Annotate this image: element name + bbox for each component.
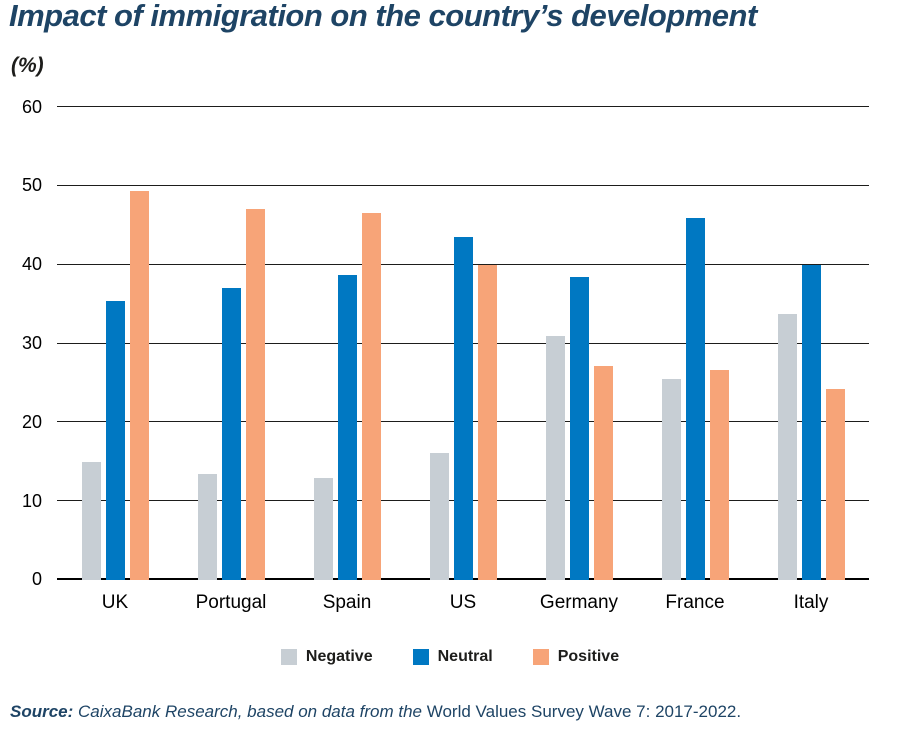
bar-group <box>521 107 637 580</box>
legend: Negative Neutral Positive <box>0 648 900 666</box>
bar-groups <box>57 107 869 580</box>
legend-label: Neutral <box>437 648 493 665</box>
legend-label: Positive <box>557 648 620 665</box>
bar-negative <box>545 336 565 580</box>
legend-swatch-positive <box>532 649 549 665</box>
x-axis-category-label: Italy <box>793 592 829 613</box>
bar-group <box>753 107 869 580</box>
bar-neutral <box>569 277 589 580</box>
bar-negative <box>777 313 797 580</box>
x-axis-category-label: US <box>449 592 477 613</box>
legend-item-neutral: Neutral <box>412 648 493 666</box>
bar-positive <box>361 212 381 580</box>
plot-area: 0 10 20 30 40 50 60 <box>22 98 869 588</box>
legend-label: Negative <box>305 648 373 665</box>
y-axis-tick-label: 30 <box>21 333 42 353</box>
bar-positive <box>477 264 497 580</box>
x-axis-category-label: Portugal <box>195 592 267 613</box>
y-axis-tick-label: 0 <box>31 569 42 589</box>
y-axis-tick-label: 20 <box>21 411 42 432</box>
legend-swatch-neutral <box>412 649 429 665</box>
source-italic-text: CaixaBank Research, based on data from t… <box>78 702 427 721</box>
bar-positive <box>825 389 845 580</box>
x-axis-labels: UK Portugal Spain US Germany France Italy <box>57 592 869 614</box>
chart-title: Impact of immigration on the country’s d… <box>9 0 757 33</box>
bar-positive <box>593 366 613 580</box>
x-axis-category-label: Germany <box>539 592 619 613</box>
bar-negative <box>661 378 681 580</box>
legend-swatch-negative <box>280 649 297 665</box>
y-axis-tick-label: 50 <box>21 175 42 196</box>
bar-group <box>173 107 289 580</box>
bar-negative <box>429 453 449 580</box>
source-regular-text: World Values Survey Wave 7: 2017-2022. <box>426 702 742 721</box>
source-prefix: Source: <box>10 702 79 721</box>
gridline: 60 <box>22 98 869 116</box>
x-axis-category-label: Spain <box>322 592 372 613</box>
bar-neutral <box>221 288 241 580</box>
chart-subtitle: (%) <box>11 54 44 77</box>
bar-positive <box>129 190 149 580</box>
bar-neutral <box>105 300 125 580</box>
y-axis-tick-label: 40 <box>21 254 42 275</box>
legend-item-positive: Positive <box>532 648 620 666</box>
bar-positive <box>709 369 729 580</box>
y-axis-tick-label: 10 <box>21 490 42 511</box>
source-note: Source: CaixaBank Research, based on dat… <box>10 702 890 722</box>
bar-negative <box>313 477 333 580</box>
bar-neutral <box>801 264 821 580</box>
bar-neutral <box>685 218 705 580</box>
gridline: 50 <box>22 176 869 194</box>
bar-group <box>57 107 173 580</box>
bar-positive <box>245 209 265 580</box>
y-axis-tick-label: 60 <box>21 96 42 117</box>
bar-group <box>637 107 753 580</box>
bar-neutral <box>453 237 473 580</box>
bar-group <box>405 107 521 580</box>
bar-group <box>289 107 405 580</box>
x-axis-category-label: UK <box>101 592 129 613</box>
bar-negative <box>197 474 217 580</box>
legend-item-negative: Negative <box>280 648 373 666</box>
bar-neutral <box>337 274 357 580</box>
bar-negative <box>81 461 101 580</box>
x-axis-category-label: France <box>665 592 725 613</box>
